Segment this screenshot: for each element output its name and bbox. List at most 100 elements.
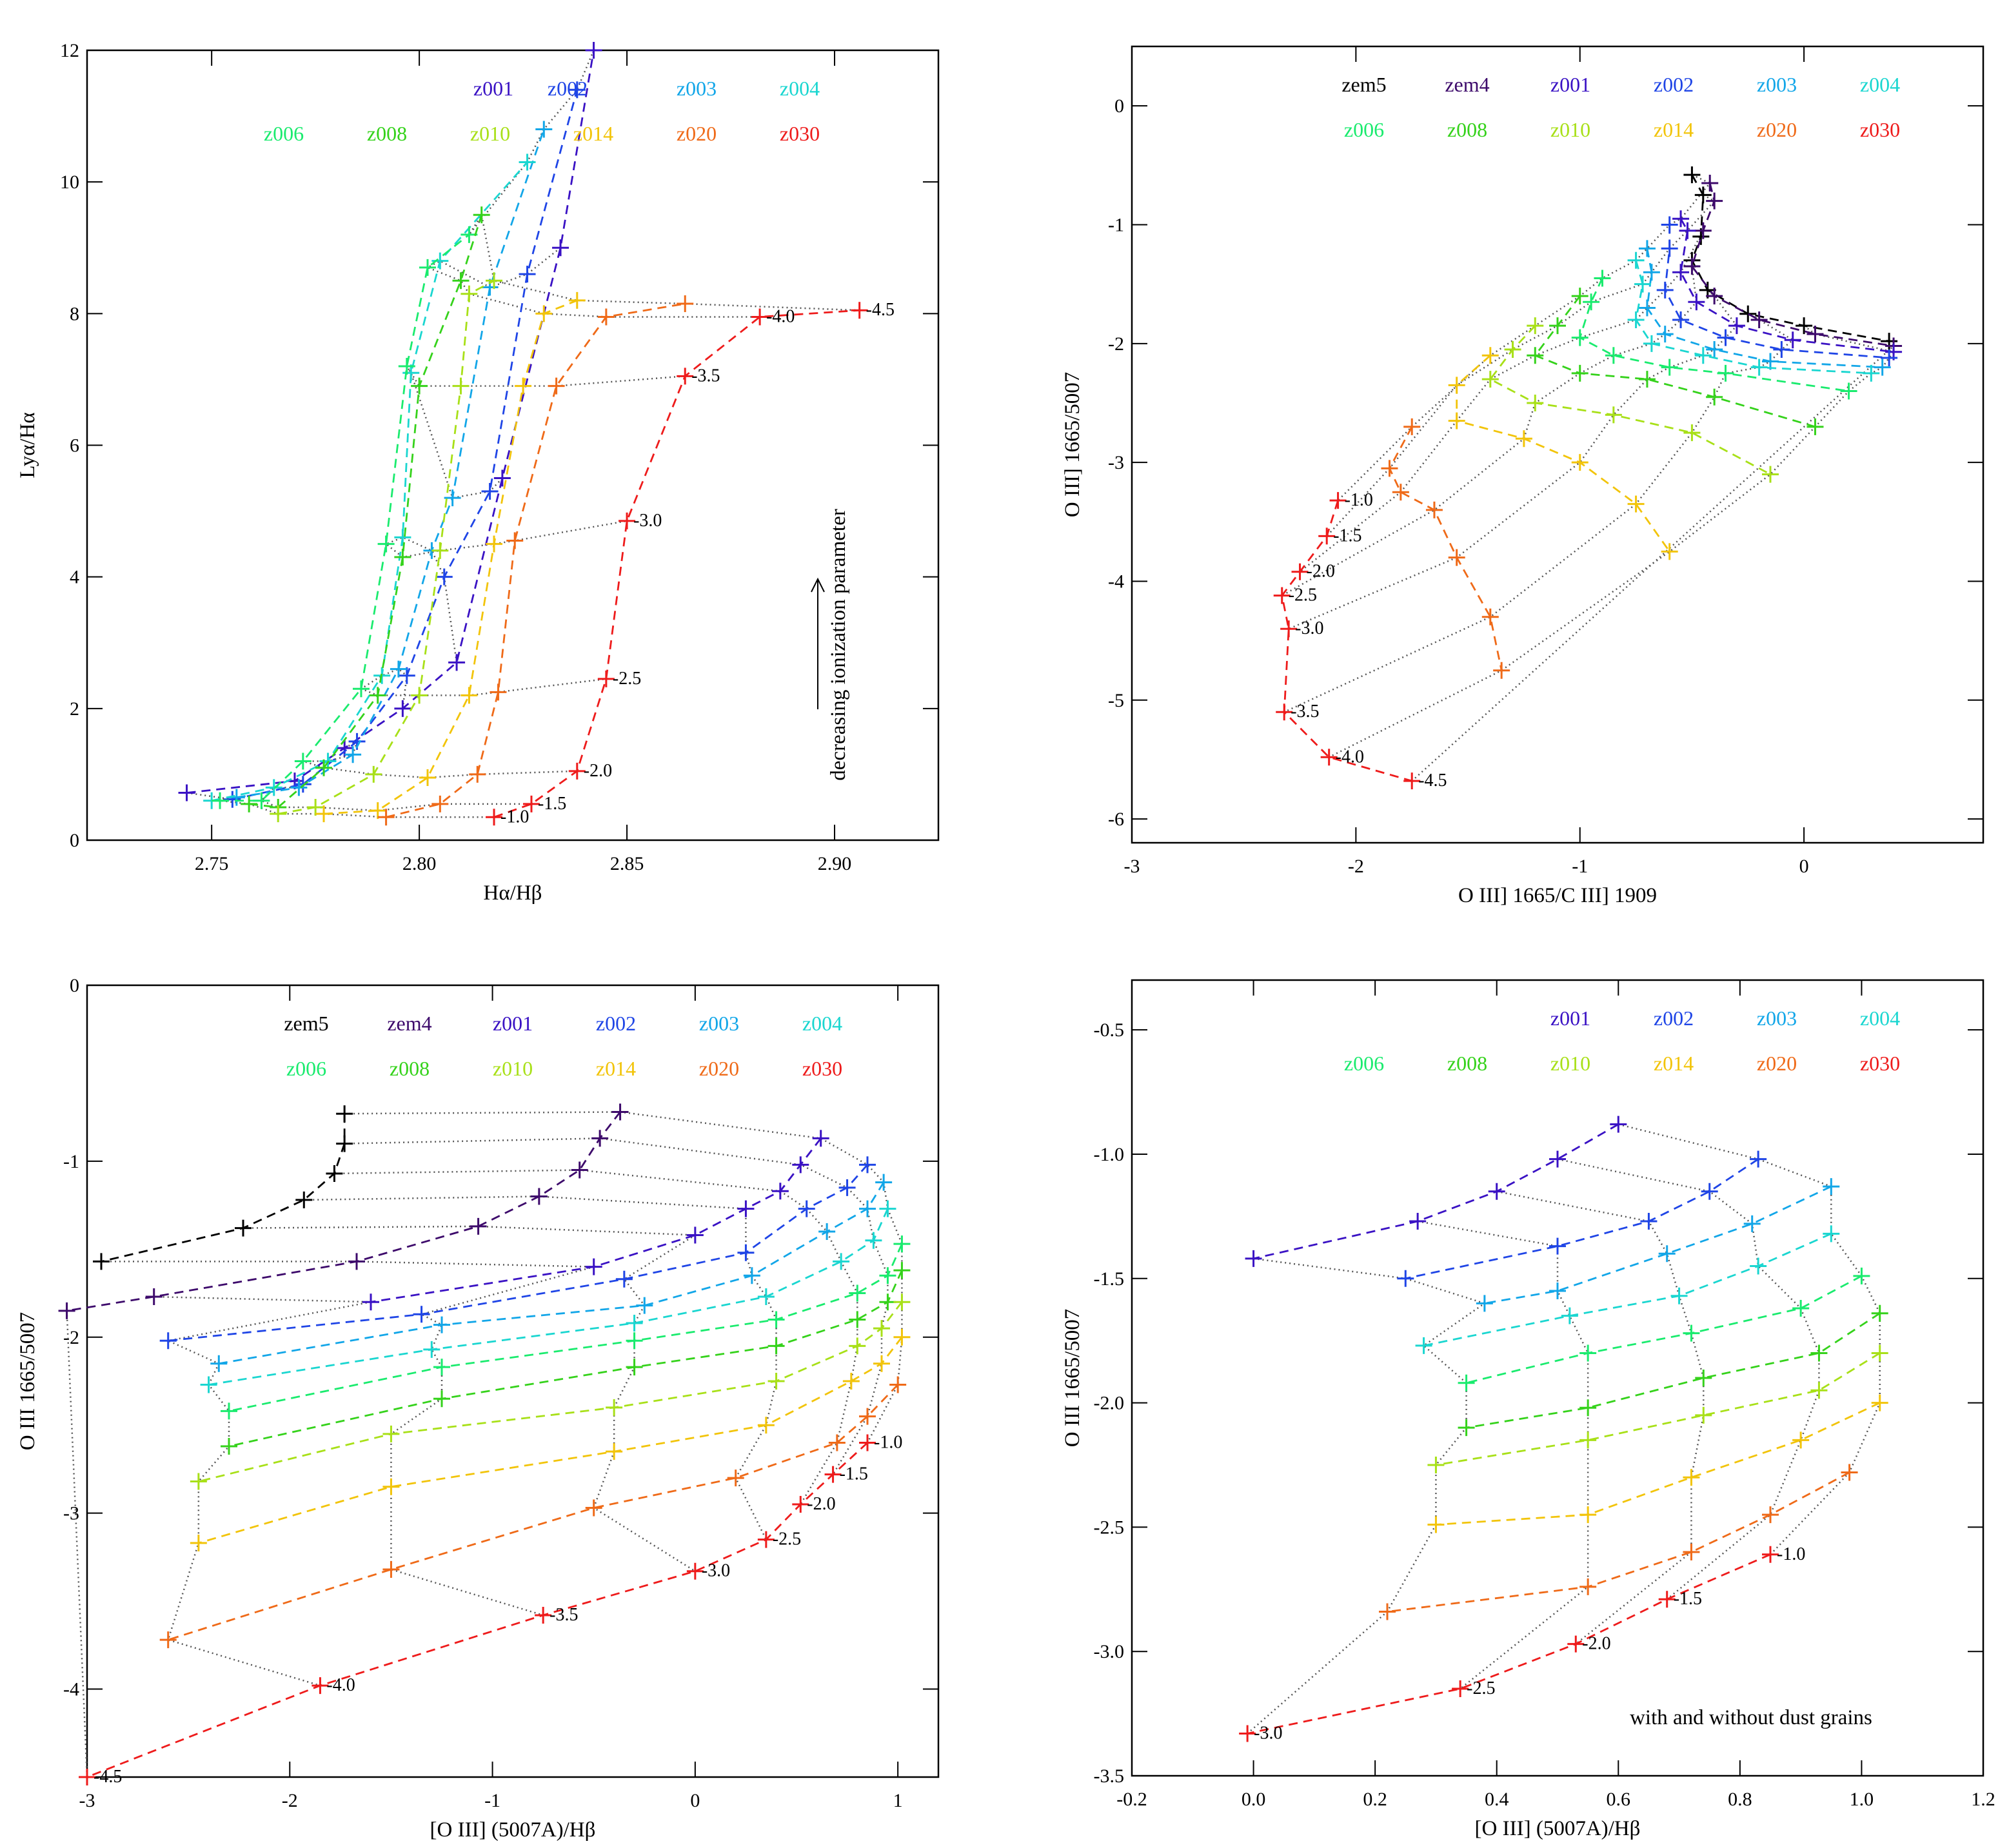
series-line xyxy=(1405,1158,1759,1280)
chart-bottom-right: -0.2 0.0 0.2 0.4 0.6 0.8 1.0 1.2 -3.5 -3.0 -2.5 -2.… xyxy=(1061,979,1995,1840)
data-point xyxy=(1661,216,1678,233)
y-tick-label: -0.5 xyxy=(1094,1019,1125,1041)
data-point xyxy=(1627,495,1645,513)
data-point xyxy=(677,295,694,313)
data-point xyxy=(530,1188,548,1205)
data-point xyxy=(1403,418,1421,435)
data-point xyxy=(448,654,466,671)
data-point xyxy=(737,1244,755,1261)
data-point xyxy=(875,1174,893,1191)
legend-entry-z014: z014 xyxy=(1654,1052,1694,1075)
data-point xyxy=(626,1314,643,1332)
series-z008 xyxy=(1458,1304,1888,1437)
legend-entry-z004: z004 xyxy=(1860,73,1900,96)
logU-label: -2.0 xyxy=(1582,1634,1610,1654)
data-point xyxy=(1695,1370,1712,1386)
legend-entry-z008: z008 xyxy=(367,122,407,145)
data-point xyxy=(591,1130,609,1147)
data-point xyxy=(315,805,333,823)
series-line xyxy=(1484,1185,1832,1304)
data-point xyxy=(611,1103,629,1121)
series-z020 xyxy=(377,295,694,826)
series-zem5 xyxy=(1683,166,1898,350)
data-point xyxy=(548,377,565,395)
data-point xyxy=(1409,1213,1427,1230)
data-point xyxy=(535,121,553,138)
data-point xyxy=(851,302,868,319)
legend-entry-z003: z003 xyxy=(1757,73,1797,96)
data-point xyxy=(792,1496,809,1513)
data-point xyxy=(1683,1469,1700,1486)
data-point xyxy=(1549,1237,1566,1255)
y-tick-label: 0 xyxy=(70,830,79,851)
data-point xyxy=(767,1311,785,1328)
series-line xyxy=(1387,1471,1850,1613)
iso-ionization-line xyxy=(344,1111,903,1444)
data-point xyxy=(486,809,503,826)
series-z006 xyxy=(212,226,478,809)
series-line xyxy=(208,1208,889,1386)
data-point xyxy=(1796,317,1813,335)
data-point xyxy=(452,272,470,290)
series-z008 xyxy=(1527,288,1824,435)
data-point xyxy=(394,700,411,717)
legend-entry-z003: z003 xyxy=(1757,1007,1797,1030)
data-point xyxy=(889,1376,907,1393)
data-point xyxy=(1672,264,1690,281)
chart-bottom-left: -3 -2 -1 0 1 -4 -3 -2 -1 0 [O III] (5007A)/Hβ O III… xyxy=(16,975,940,1842)
data-point xyxy=(1841,1464,1858,1481)
series-z014 xyxy=(1427,1394,1888,1533)
legend-entry-z003: z003 xyxy=(699,1012,739,1035)
plot-frame xyxy=(1131,45,1984,844)
series-z030 xyxy=(486,302,868,826)
series-line xyxy=(1388,426,1503,671)
data-point xyxy=(1527,394,1544,411)
y-tick-label: 10 xyxy=(60,172,79,193)
x-axis-label: Hα/Hβ xyxy=(484,881,542,905)
data-point xyxy=(1683,1543,1700,1560)
chart-top-left: 2.75 2.80 2.85 2.90 0 2 4 6 8 10 12 Hα/Hβ Lyα/Hα -1.0… xyxy=(16,40,940,905)
logU-label: -3.5 xyxy=(1291,702,1319,722)
series-line xyxy=(1281,500,1412,782)
data-point xyxy=(411,377,428,395)
data-point xyxy=(1549,317,1566,335)
data-point xyxy=(290,779,308,796)
y-axis: -6 -5 -4 -3 -2 -1 0 xyxy=(1108,95,1983,830)
y-axis-label: O III 1665/5007 xyxy=(16,1312,39,1450)
data-point xyxy=(1643,264,1660,281)
series-line xyxy=(228,1243,903,1412)
data-point xyxy=(1728,317,1745,335)
iso-ionization-line xyxy=(359,668,607,709)
iso-ionization-line xyxy=(242,1225,698,1572)
data-point xyxy=(444,489,461,507)
series-z004 xyxy=(1415,1225,1840,1354)
legend-entry-z006: z006 xyxy=(1344,118,1384,141)
data-point xyxy=(1881,333,1898,350)
data-point xyxy=(1871,1394,1888,1411)
iso-ionization-line xyxy=(101,1261,595,1617)
series-z014 xyxy=(190,1328,911,1552)
y-tick-label: 12 xyxy=(60,40,79,61)
data-point xyxy=(636,1297,653,1314)
data-point xyxy=(58,1302,75,1319)
data-point xyxy=(159,1631,177,1649)
series-line xyxy=(1436,1352,1881,1466)
data-point xyxy=(1627,251,1645,269)
data-point xyxy=(1658,1245,1676,1263)
x-tick-label: 2.85 xyxy=(610,853,644,874)
data-point xyxy=(626,1332,643,1350)
series-z010 xyxy=(1427,1344,1888,1473)
series-z008 xyxy=(221,1262,911,1455)
data-point xyxy=(1276,703,1293,721)
data-point xyxy=(1245,1250,1262,1267)
y-tick-label: -3 xyxy=(1108,452,1124,473)
legend-entry-z010: z010 xyxy=(1550,118,1590,141)
data-point xyxy=(1871,1304,1888,1322)
iso-ionization-line xyxy=(1411,340,1895,782)
data-point xyxy=(1452,1680,1469,1698)
data-point xyxy=(394,529,411,546)
logU-label: -4.0 xyxy=(1336,747,1364,767)
series-line xyxy=(493,309,860,818)
plot-frame xyxy=(86,984,940,1778)
legend-entry-zem5: zem5 xyxy=(1341,73,1386,96)
